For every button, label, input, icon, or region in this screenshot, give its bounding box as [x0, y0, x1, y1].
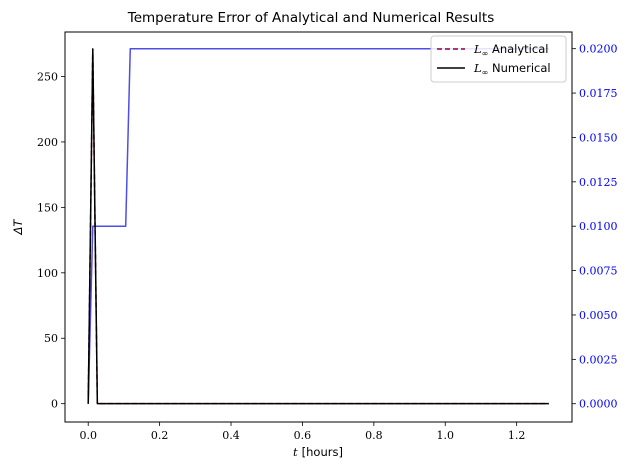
x-tick-label: 0.8 — [365, 429, 383, 442]
y-tick-label: 150 — [37, 201, 58, 214]
right-y-tick-label: 0.0000 — [579, 398, 618, 411]
analytical-line — [87, 48, 549, 405]
x-tick-label: 0.6 — [294, 429, 312, 442]
right-y-tick-label: 0.0025 — [579, 353, 618, 366]
x-tick-label: 0.4 — [222, 429, 240, 442]
y-tick-label: 200 — [37, 136, 58, 149]
numerical-line — [87, 48, 549, 405]
right-y-tick-label: 0.0175 — [579, 87, 618, 100]
right-y-tick-label: 0.0150 — [579, 131, 618, 144]
y-axis-label: ΔT — [11, 219, 25, 236]
right-y-axis-ticks: 0.0000 0.0025 0.0050 0.0075 0.0100 0.0125 0.01… — [572, 43, 618, 411]
x-axis-ticks: 0.0 0.2 0.4 0.6 0.8 1.0 1.2 — [79, 422, 525, 442]
right-axis-line — [87, 47, 549, 404]
y-tick-label: 50 — [44, 332, 58, 345]
chart-title: Temperature Error of Analytical and Nume… — [127, 10, 494, 26]
legend: L∞ Analytical L∞ Numerical — [430, 35, 567, 83]
x-tick-label: 1.0 — [437, 429, 455, 442]
right-y-tick-label: 0.0075 — [579, 265, 618, 278]
x-tick-label: 1.2 — [508, 429, 526, 442]
x-tick-label: 0.0 — [79, 429, 97, 442]
plot-lines — [87, 47, 549, 405]
legend-box — [430, 35, 567, 83]
x-axis-label: t [hours] — [293, 445, 343, 459]
legend-numerical-label: L∞ Numerical — [473, 61, 551, 77]
right-y-tick-label: 0.0050 — [579, 309, 618, 322]
y-tick-label: 0 — [51, 398, 58, 411]
y-axis-ticks: 0 50 100 150 200 250 — [37, 70, 65, 411]
right-y-tick-label: 0.0125 — [579, 176, 618, 189]
legend-analytical-label: L∞ Analytical — [473, 42, 548, 58]
right-y-tick-label: 0.0100 — [579, 220, 618, 233]
y-tick-label: 250 — [37, 70, 58, 83]
y-tick-label: 100 — [37, 267, 58, 280]
right-y-tick-label: 0.0200 — [579, 43, 618, 56]
x-tick-label: 0.2 — [151, 429, 169, 442]
x-axis-label-var: t — [293, 445, 298, 459]
plot-frame — [64, 31, 573, 423]
x-axis-label-unit: [hours] — [302, 445, 343, 459]
